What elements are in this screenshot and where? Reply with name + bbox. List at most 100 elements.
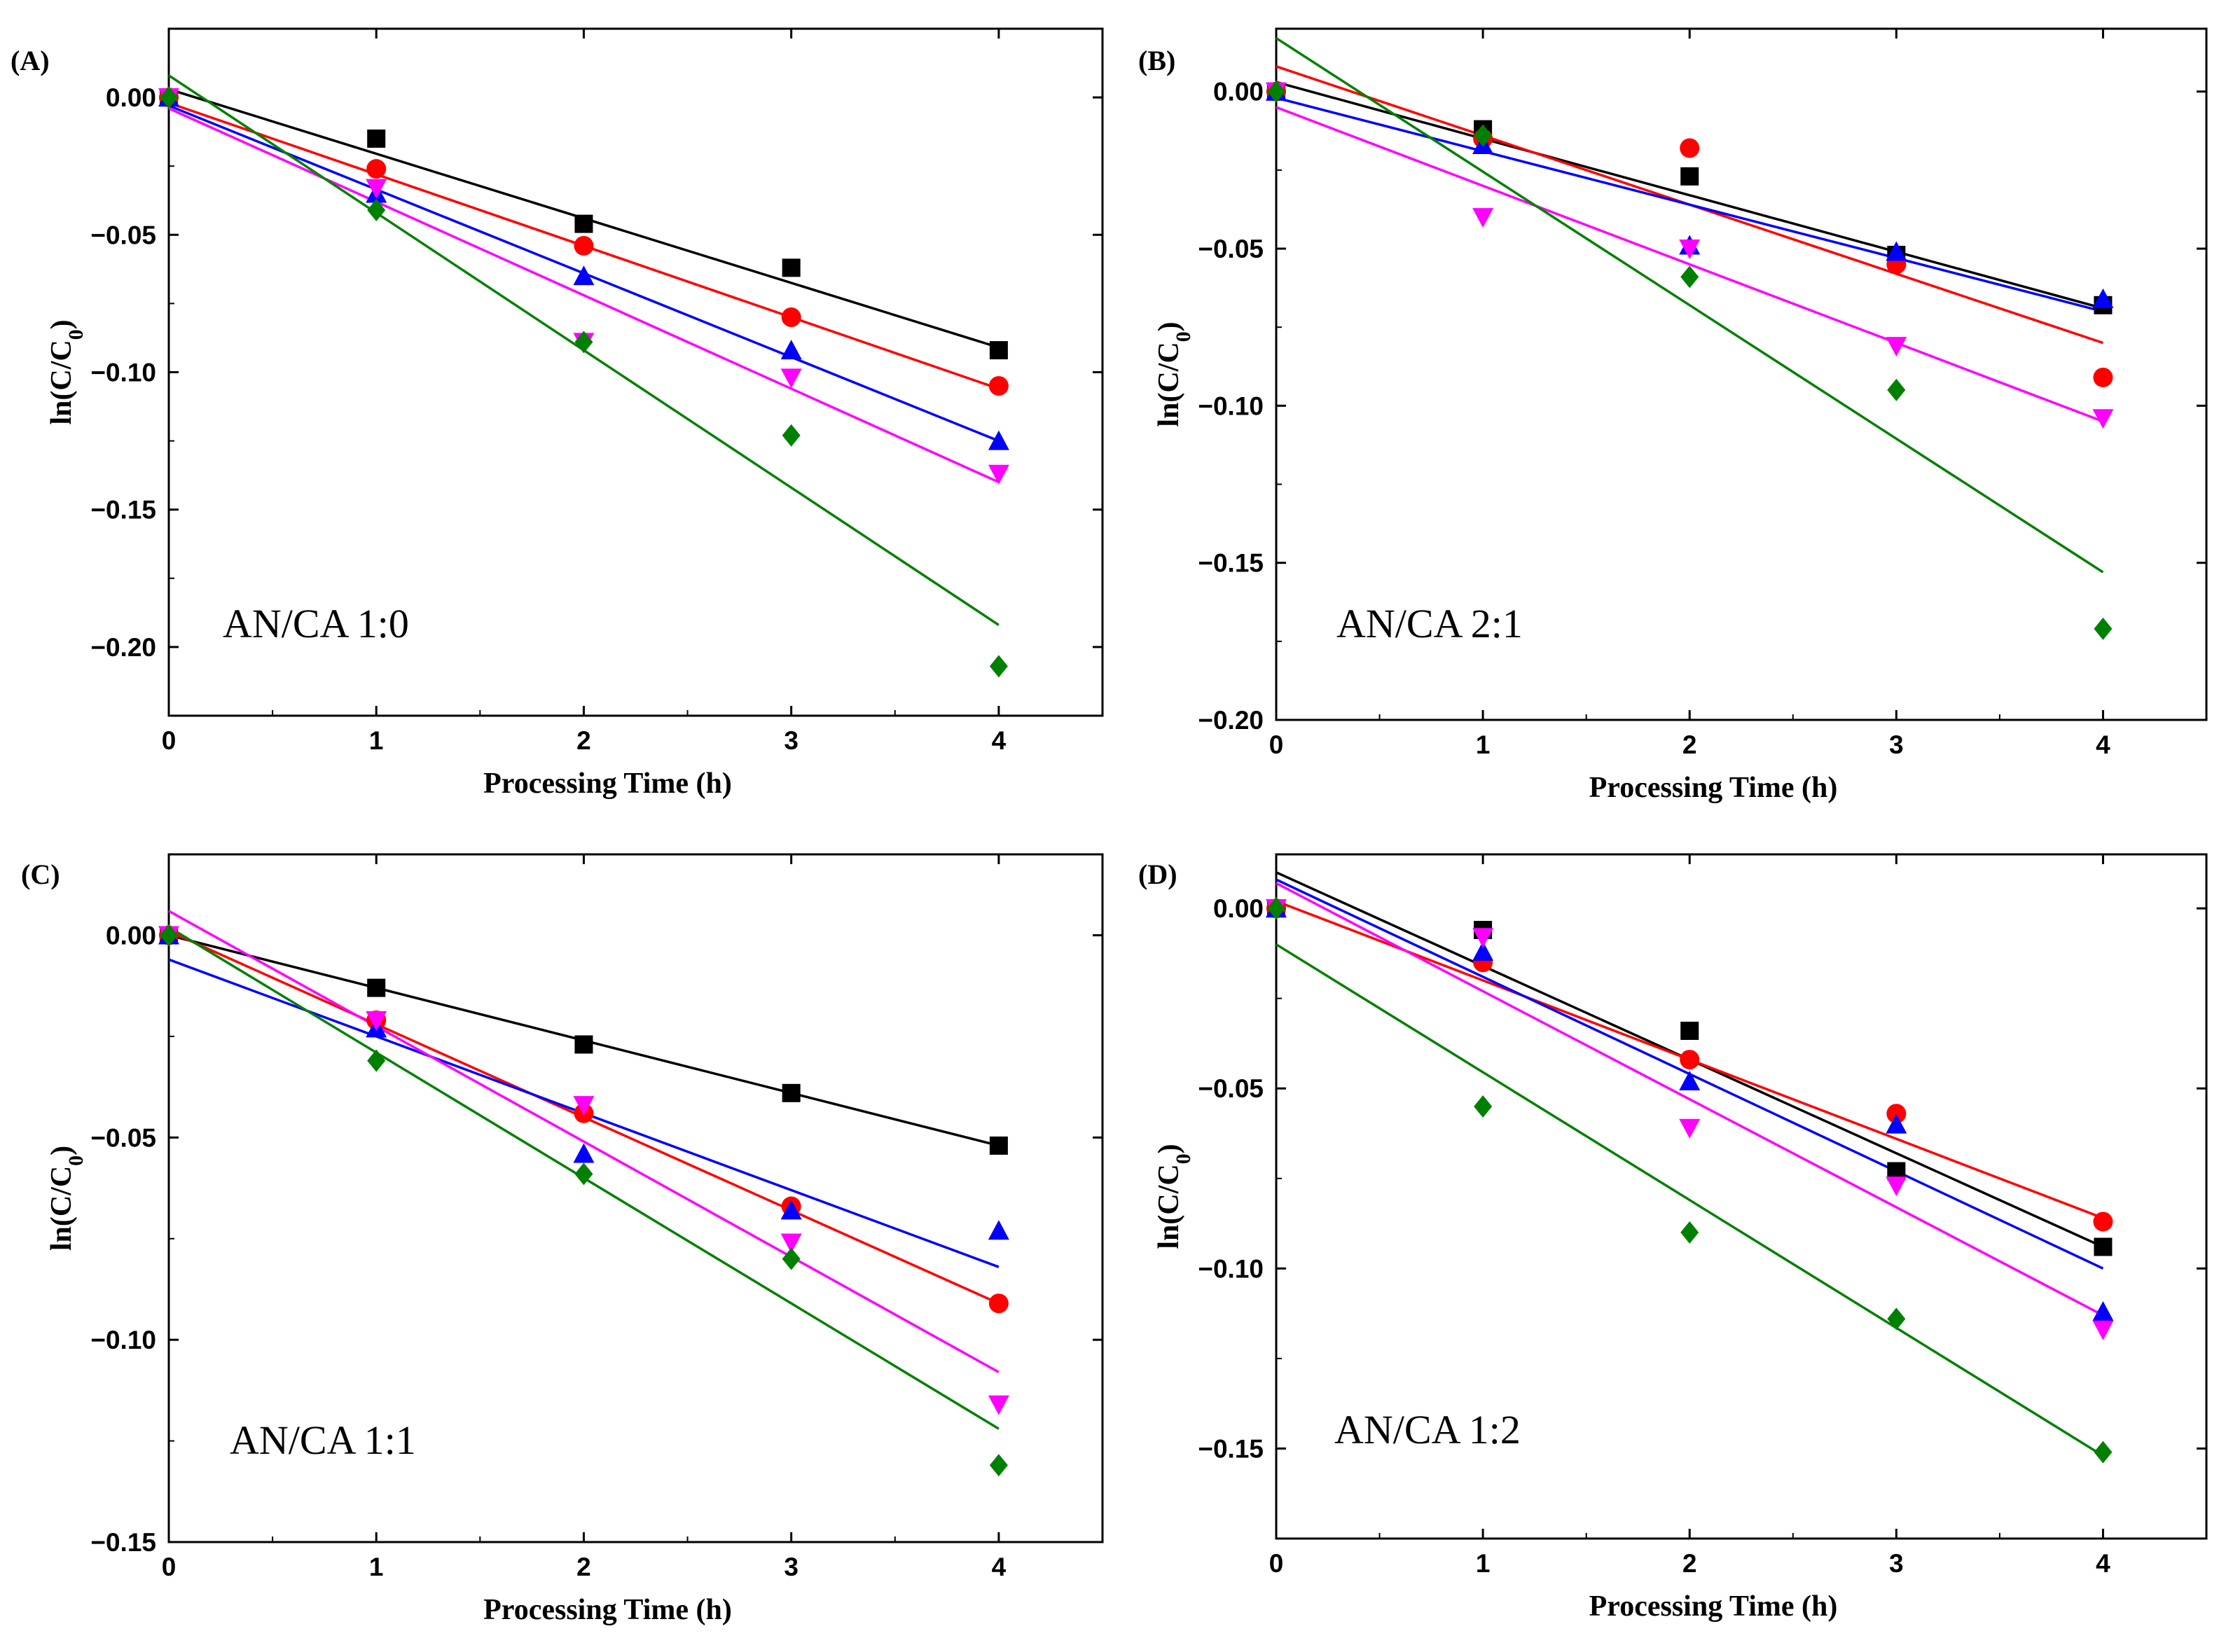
data-point-series-5 <box>1474 1095 1493 1118</box>
y-tick-label: 0.00 <box>1213 78 1264 106</box>
data-point-series-3 <box>780 1200 802 1220</box>
data-point-series-3 <box>573 1143 595 1163</box>
data-point-series-2 <box>1680 1050 1700 1070</box>
y-tick-label: −0.20 <box>90 633 156 662</box>
panel-b: 0 1 2 3 4 0.00 −0.05 −0.10 −0.15 −0.20 Processing … <box>1138 27 2208 804</box>
data-point-series-5 <box>574 331 593 354</box>
data-point-series-4 <box>1679 240 1701 260</box>
data-point-series-1 <box>367 978 386 997</box>
data-point-series-4 <box>988 464 1009 485</box>
panel-label: (C) <box>21 859 60 890</box>
data-point-series-2 <box>366 159 387 179</box>
data-point-series-1 <box>782 258 801 277</box>
data-point-series-5 <box>1887 378 1906 401</box>
x-tick-label: 0 <box>1269 730 1284 759</box>
y-axis-title: ln(C/C0) <box>1153 321 1195 426</box>
y-tick-label: −0.15 <box>1198 549 1264 578</box>
data-point-series-3 <box>2092 1301 2114 1321</box>
data-point-series-3 <box>1679 1070 1701 1090</box>
x-tick-label: 0 <box>162 726 177 755</box>
y-tick-label: −0.10 <box>90 359 156 387</box>
x-tick-label: 1 <box>369 726 384 755</box>
plot-frame <box>167 853 1104 1543</box>
data-point-series-5 <box>1267 80 1285 103</box>
data-point-series-4 <box>1472 928 1494 948</box>
fit-line-series-5 <box>1276 36 2104 574</box>
x-tick-label: 0 <box>1269 1549 1284 1578</box>
data-point-series-3 <box>988 1220 1009 1240</box>
data-point-series-4 <box>366 1011 387 1031</box>
data-point-series-5 <box>2094 1441 2113 1464</box>
data-point-series-2 <box>781 307 801 328</box>
ratio-annotation: AN/CA 1:1 <box>230 1417 416 1463</box>
data-point-series-2 <box>1886 1104 1907 1124</box>
y-tick-label: −0.15 <box>1198 1434 1264 1463</box>
x-tick-label: 3 <box>784 1553 799 1581</box>
y-tick-label: −0.10 <box>1198 391 1264 420</box>
data-point-series-2 <box>2093 1212 2113 1232</box>
plot-frame <box>1275 27 2208 721</box>
panel-c: 0 1 2 3 4 0.00 −0.05 −0.10 −0.15 Processing Time … <box>21 853 1104 1626</box>
data-point-series-1 <box>1680 1021 1699 1040</box>
data-point-series-1 <box>574 214 593 233</box>
data-point-series-5 <box>989 1454 1008 1477</box>
data-point-series-1 <box>989 1136 1008 1155</box>
data-point-series-4 <box>780 368 802 389</box>
x-tick-label: 4 <box>992 726 1007 755</box>
data-point-series-4 <box>1886 1176 1907 1197</box>
y-tick-label: −0.15 <box>90 496 156 525</box>
x-tick-label: 3 <box>1889 1549 1904 1578</box>
y-tick-label: −0.05 <box>90 221 156 249</box>
fit-line-series-1 <box>1276 81 2103 310</box>
data-point-series-2 <box>2093 367 2113 387</box>
panel-label: (B) <box>1138 45 1175 76</box>
x-axis-title: Processing Time (h) <box>483 768 732 800</box>
data-point-series-5 <box>1267 897 1285 920</box>
y-axis-title: ln(C/C0) <box>1153 1144 1195 1249</box>
y-axis-title: ln(C/C0) <box>46 1146 88 1251</box>
ratio-annotation: AN/CA 2:1 <box>1336 601 1523 646</box>
data-point-series-1 <box>782 1083 801 1102</box>
data-point-series-4 <box>780 1233 802 1254</box>
y-tick-label: −0.05 <box>1198 1074 1264 1103</box>
data-point-series-5 <box>1680 1221 1699 1244</box>
panel-label: (D) <box>1138 859 1177 890</box>
data-point-series-5 <box>367 1049 386 1072</box>
x-tick-label: 2 <box>1682 1549 1697 1578</box>
x-tick-label: 2 <box>576 1553 591 1581</box>
data-point-series-3 <box>1472 940 1494 961</box>
data-point-series-3 <box>1886 241 1907 261</box>
y-tick-label: −0.05 <box>1198 235 1264 263</box>
y-tick-label: 0.00 <box>106 922 156 950</box>
x-tick-label: 3 <box>1889 730 1904 759</box>
data-point-series-5 <box>2094 617 2113 640</box>
data-point-series-4 <box>1886 337 1907 357</box>
data-point-series-5 <box>160 86 178 109</box>
data-point-series-5 <box>1474 124 1493 147</box>
data-point-series-1 <box>574 1035 593 1054</box>
data-point-series-2 <box>988 1293 1009 1314</box>
plot-frame <box>1275 853 2208 1540</box>
y-tick-label: −0.20 <box>1198 706 1264 735</box>
data-point-series-3 <box>573 265 595 286</box>
data-point-series-4 <box>1472 208 1494 228</box>
x-tick-label: 1 <box>369 1553 384 1581</box>
data-point-series-5 <box>1887 1307 1906 1331</box>
data-point-series-4 <box>573 1096 595 1116</box>
data-point-series-5 <box>574 1162 593 1186</box>
data-point-series-3 <box>780 340 802 360</box>
data-point-series-3 <box>1886 1113 1907 1134</box>
data-point-series-5 <box>367 198 386 221</box>
data-point-series-3 <box>988 430 1009 450</box>
y-tick-label: −0.15 <box>90 1528 156 1557</box>
data-point-series-4 <box>366 179 387 199</box>
x-axis-title: Processing Time (h) <box>483 1594 732 1626</box>
data-point-series-5 <box>1680 265 1699 289</box>
ratio-annotation: AN/CA 1:0 <box>223 601 409 646</box>
x-tick-label: 4 <box>2096 1549 2110 1578</box>
data-point-series-5 <box>782 424 801 447</box>
fit-line-series-4 <box>1276 106 2104 423</box>
data-point-series-4 <box>2092 1320 2114 1340</box>
data-point-series-4 <box>1679 1118 1701 1139</box>
y-tick-label: −0.05 <box>90 1123 156 1152</box>
